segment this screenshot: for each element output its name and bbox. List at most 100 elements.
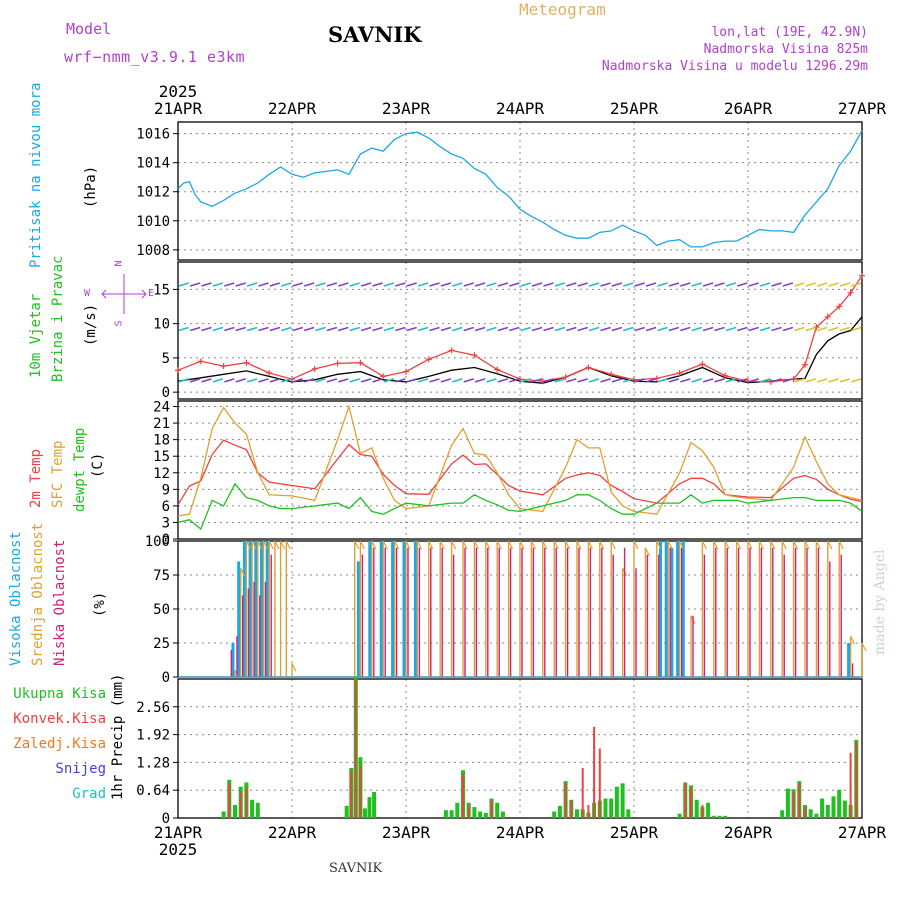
precip-bar bbox=[462, 774, 464, 818]
legend-conv: Konvek.Kisa bbox=[13, 711, 106, 727]
precip-bar bbox=[363, 808, 367, 818]
precip-bar bbox=[367, 797, 372, 818]
elevation: Nadmorska Visina 825m bbox=[703, 42, 868, 57]
cloud-bar-cap bbox=[861, 642, 867, 652]
time-label-bottom: 25APR bbox=[610, 823, 659, 842]
y-tick-label: 5 bbox=[162, 351, 170, 367]
cloud-bar-cap bbox=[519, 540, 525, 550]
cloud-bar-cap bbox=[724, 540, 730, 550]
precip-bar bbox=[239, 791, 242, 818]
year-bottom: 2025 bbox=[159, 840, 198, 859]
compass-e: E bbox=[148, 288, 155, 299]
wind-barb bbox=[281, 326, 292, 332]
wind-barb bbox=[771, 282, 782, 287]
y-tick-label: 0 bbox=[162, 670, 170, 686]
wind-barb bbox=[680, 378, 691, 383]
cloud-bar-cap bbox=[781, 540, 787, 550]
precip-bar bbox=[706, 802, 711, 818]
precip-bar bbox=[780, 810, 785, 818]
panel-frame-temp bbox=[177, 400, 863, 540]
cloud-bar-cap bbox=[240, 567, 246, 577]
cloud-bar-cap bbox=[394, 540, 400, 550]
year-top: 2025 bbox=[159, 82, 198, 101]
precip-bar bbox=[825, 805, 830, 818]
wind-barb bbox=[680, 282, 691, 287]
wind-barb bbox=[486, 282, 497, 287]
wind-barb bbox=[269, 378, 281, 383]
precip-bar bbox=[808, 809, 813, 818]
wind-barb bbox=[406, 326, 417, 332]
precip-bar bbox=[570, 800, 573, 818]
wind-barb bbox=[212, 378, 224, 383]
wind-barb bbox=[520, 326, 531, 332]
precip-bar bbox=[575, 809, 579, 818]
y-tick-label: 50 bbox=[153, 602, 170, 618]
wind-barb bbox=[235, 282, 246, 287]
wind-barb bbox=[645, 378, 657, 383]
precip-bar bbox=[472, 807, 477, 818]
model-label: Model bbox=[66, 20, 112, 38]
station-title: SAVNIK bbox=[328, 22, 422, 47]
wind-barb bbox=[395, 282, 406, 287]
wind-barb bbox=[588, 282, 600, 287]
wind-barb bbox=[566, 326, 577, 332]
wind-barb bbox=[201, 378, 212, 383]
wind-barb bbox=[463, 282, 474, 287]
y-tick-label: 1008 bbox=[136, 243, 170, 259]
wind-barb bbox=[714, 378, 725, 383]
wind-barb bbox=[782, 326, 794, 332]
wind-barb bbox=[816, 378, 828, 383]
cloud-bar-cap bbox=[793, 540, 799, 550]
model-name: wrf−nmm_v3.9.1 e3km bbox=[64, 48, 246, 66]
precip-bar bbox=[372, 791, 377, 818]
wind-barb bbox=[577, 378, 588, 383]
cloud-bar-cap bbox=[736, 540, 742, 550]
wind-barb bbox=[326, 378, 338, 383]
wind-barb bbox=[566, 282, 577, 287]
wind-barb bbox=[189, 326, 201, 332]
wind-barb bbox=[383, 326, 395, 332]
wind-barb bbox=[201, 282, 212, 287]
wind-barb bbox=[828, 378, 839, 383]
wind-barb bbox=[657, 378, 668, 383]
y-tick-label: 25 bbox=[153, 636, 170, 652]
wind-barb bbox=[224, 282, 235, 287]
precip-bar bbox=[837, 789, 842, 818]
cloud-bar-cap bbox=[280, 540, 286, 550]
wind-barb bbox=[372, 378, 383, 383]
cloud-bar-cap bbox=[679, 540, 685, 550]
legend-total: Ukupna Kisa bbox=[13, 686, 106, 702]
cloud-bar-cap bbox=[428, 540, 434, 550]
wind-barb bbox=[338, 378, 349, 383]
wind-barb bbox=[474, 378, 486, 383]
wind-barb bbox=[668, 378, 680, 383]
cloud-bar-cap bbox=[473, 540, 479, 550]
wind-barb bbox=[554, 378, 566, 383]
wind-barb bbox=[406, 282, 417, 287]
precip-bar bbox=[804, 807, 806, 818]
wind-barb bbox=[326, 326, 338, 332]
wind-barb bbox=[759, 378, 771, 383]
y-tick-label: 2.56 bbox=[136, 700, 170, 716]
y-tick-label: 100 bbox=[145, 534, 170, 550]
wind-barb bbox=[839, 326, 851, 332]
wind-barb bbox=[372, 326, 383, 332]
cloud-bar-cap bbox=[838, 540, 844, 550]
wind-barb bbox=[543, 326, 554, 332]
cloud-bar-cap bbox=[245, 540, 251, 550]
cloud-bar-cap bbox=[496, 540, 502, 550]
wind-barb bbox=[383, 282, 395, 287]
wind-barb bbox=[235, 378, 246, 383]
cloud-bar-cap bbox=[371, 540, 377, 550]
precip-bar bbox=[500, 811, 505, 818]
coords: lon,lat (19E, 42.9N) bbox=[711, 25, 868, 40]
y-tick-label: 1.92 bbox=[136, 728, 170, 744]
cloud-bar-cap bbox=[610, 540, 616, 550]
precip-bar bbox=[814, 813, 819, 818]
wind-barb bbox=[303, 326, 315, 332]
wind-barb bbox=[246, 282, 258, 287]
wind-barb bbox=[737, 326, 748, 332]
wind-barb bbox=[315, 378, 326, 383]
cloud-bar-cap bbox=[382, 540, 388, 550]
series-wind-speed bbox=[177, 316, 863, 384]
